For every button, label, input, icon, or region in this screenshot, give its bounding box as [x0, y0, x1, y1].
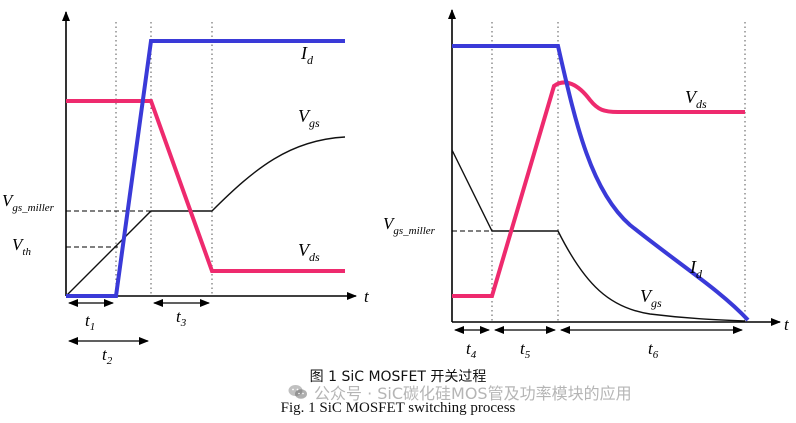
watermark: 公众号 · SiC碳化硅MOS管及功率模块的应用: [288, 381, 632, 403]
vth-label: Vth: [12, 235, 31, 258]
vgs-label: Vgs: [298, 106, 320, 130]
t3-label: t3: [176, 307, 187, 329]
vds-curve: [66, 99, 345, 273]
watermark-text: 公众号 · SiC碳化硅MOS管及功率模块的应用: [314, 384, 632, 403]
t5-label: t5: [520, 339, 531, 361]
vds-label: Vds: [298, 240, 320, 264]
vds-curve: [452, 80, 745, 298]
id-curve: [452, 44, 750, 322]
figure-caption-english: Fig. 1 SiC MOSFET switching process: [280, 400, 516, 416]
id-curve: [66, 39, 345, 298]
t1-label: t1: [85, 311, 95, 333]
vgs-curve: [65, 136, 346, 297]
vds-label: Vds: [685, 87, 707, 111]
time-axis-label: t: [784, 315, 790, 334]
time-axis-label: t: [364, 287, 370, 306]
t2-label: t2: [102, 345, 113, 367]
vgs-label: Vgs: [640, 286, 662, 310]
id-label: Id: [689, 257, 703, 281]
turn-on-panel: Id Vgs Vds Vgs_miller Vth t t1 t3 t2: [2, 11, 370, 367]
figure-caption-chinese: 图 1 SiC MOSFET 开关过程: [309, 369, 487, 385]
vgs-miller-label: Vgs_miller: [383, 214, 436, 237]
t4-label: t4: [466, 339, 477, 361]
id-label: Id: [300, 43, 314, 67]
wechat-icon: [288, 385, 307, 399]
vgs-miller-label: Vgs_miller: [2, 191, 55, 214]
turn-off-panel: Vds Vgs_miller Id Vgs t t4 t5 t6: [383, 9, 790, 361]
vgs-curve: [451, 149, 746, 322]
t6-label: t6: [648, 339, 659, 361]
